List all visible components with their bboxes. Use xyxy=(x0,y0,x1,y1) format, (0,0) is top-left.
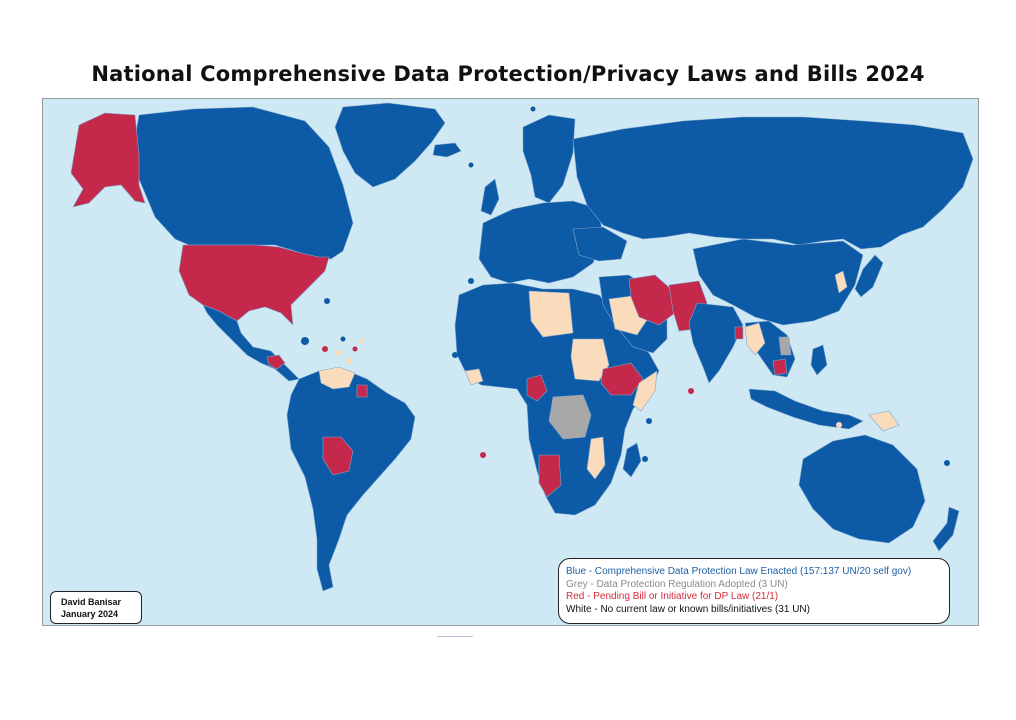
region-cameroon xyxy=(526,374,548,402)
region-china xyxy=(692,238,864,326)
region-sudan xyxy=(570,338,610,382)
region-myanmar xyxy=(744,322,766,356)
island-seychelles xyxy=(646,418,652,424)
region-namibia xyxy=(538,454,562,498)
region-mozambique xyxy=(586,436,606,480)
region-suriname xyxy=(356,384,368,398)
island-pacific-1 xyxy=(836,422,842,428)
page-title: National Comprehensive Data Protection/P… xyxy=(91,62,925,86)
region-greenland xyxy=(334,102,446,188)
region-bangladesh xyxy=(734,326,744,340)
region-bolivia xyxy=(322,436,354,476)
region-australia xyxy=(798,434,926,544)
island-bermuda xyxy=(324,298,330,304)
scale-bar xyxy=(437,636,473,637)
region-scandinavia xyxy=(522,114,576,204)
island-pacific-2 xyxy=(944,460,950,466)
region-alaska xyxy=(70,112,146,208)
region-ethiopia xyxy=(600,362,644,396)
region-guatemala-honduras xyxy=(266,354,286,370)
region-laos xyxy=(778,336,792,356)
legend-item-white: White - No current law or known bills/in… xyxy=(566,603,810,615)
region-madagascar xyxy=(622,442,642,478)
legend: Blue - Comprehensive Data Protection Law… xyxy=(558,558,950,624)
region-south-america xyxy=(286,368,416,592)
region-venezuela xyxy=(318,366,356,390)
island-cape-verde xyxy=(452,352,458,358)
region-indonesia xyxy=(748,388,864,430)
region-cambodia xyxy=(772,358,788,376)
region-new-zealand xyxy=(932,506,960,552)
author-name: David Banisar xyxy=(61,597,122,607)
region-russia xyxy=(572,116,974,250)
legend-item-grey: Grey - Data Protection Regulation Adopte… xyxy=(566,578,788,590)
region-drc xyxy=(548,394,592,440)
legend-item-blue: Blue - Comprehensive Data Protection Law… xyxy=(566,566,912,577)
region-libya xyxy=(528,290,574,338)
legend-item-red: Red - Pending Bill or Initiative for DP … xyxy=(566,591,779,602)
region-japan xyxy=(854,254,884,298)
author-box: David Banisar January 2024 xyxy=(50,591,142,624)
region-papua-new-guinea xyxy=(868,410,900,432)
island-svalbard xyxy=(530,106,536,112)
region-uk xyxy=(480,178,500,216)
region-europe xyxy=(478,200,604,284)
island-cuba xyxy=(301,337,309,345)
island-maldives xyxy=(688,388,694,394)
region-korea xyxy=(834,270,848,294)
island-hispaniola xyxy=(322,346,328,352)
island-azores xyxy=(468,278,474,284)
island-mauritius xyxy=(642,456,648,462)
island-faroe xyxy=(468,162,474,168)
region-west-africa xyxy=(464,368,484,386)
region-ukraine xyxy=(572,226,628,262)
region-iran xyxy=(628,274,676,326)
region-iceland xyxy=(432,142,462,158)
region-india xyxy=(688,302,744,384)
island-st-helena xyxy=(480,452,486,458)
author-date: January 2024 xyxy=(61,609,119,619)
world-map xyxy=(42,98,979,626)
region-somalia xyxy=(632,370,658,412)
region-philippines xyxy=(810,344,828,376)
